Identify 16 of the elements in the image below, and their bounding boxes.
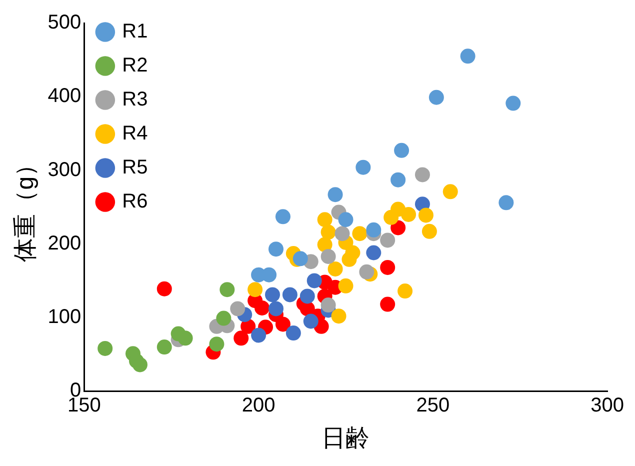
x-tick-label: 250 <box>416 394 450 417</box>
y-tick-label: 500 <box>48 12 82 34</box>
x-tick-label: 300 <box>590 394 624 417</box>
y-tick-label: 200 <box>48 232 82 254</box>
y-tick-label: 400 <box>48 85 82 108</box>
y-tick-label: 300 <box>48 158 82 181</box>
legend-label: R6 <box>122 190 148 213</box>
x-axis-title: 日齢 <box>322 425 370 452</box>
y-axis-title: 体重（g） <box>12 152 40 262</box>
x-tick-label: 200 <box>242 394 276 417</box>
legend-label: R5 <box>122 156 148 179</box>
legend-label: R3 <box>122 88 148 111</box>
legend-label: R2 <box>122 54 148 77</box>
legend-label: R4 <box>122 122 148 145</box>
y-tick-label: 100 <box>48 306 82 328</box>
legend-label: R1 <box>122 20 148 43</box>
